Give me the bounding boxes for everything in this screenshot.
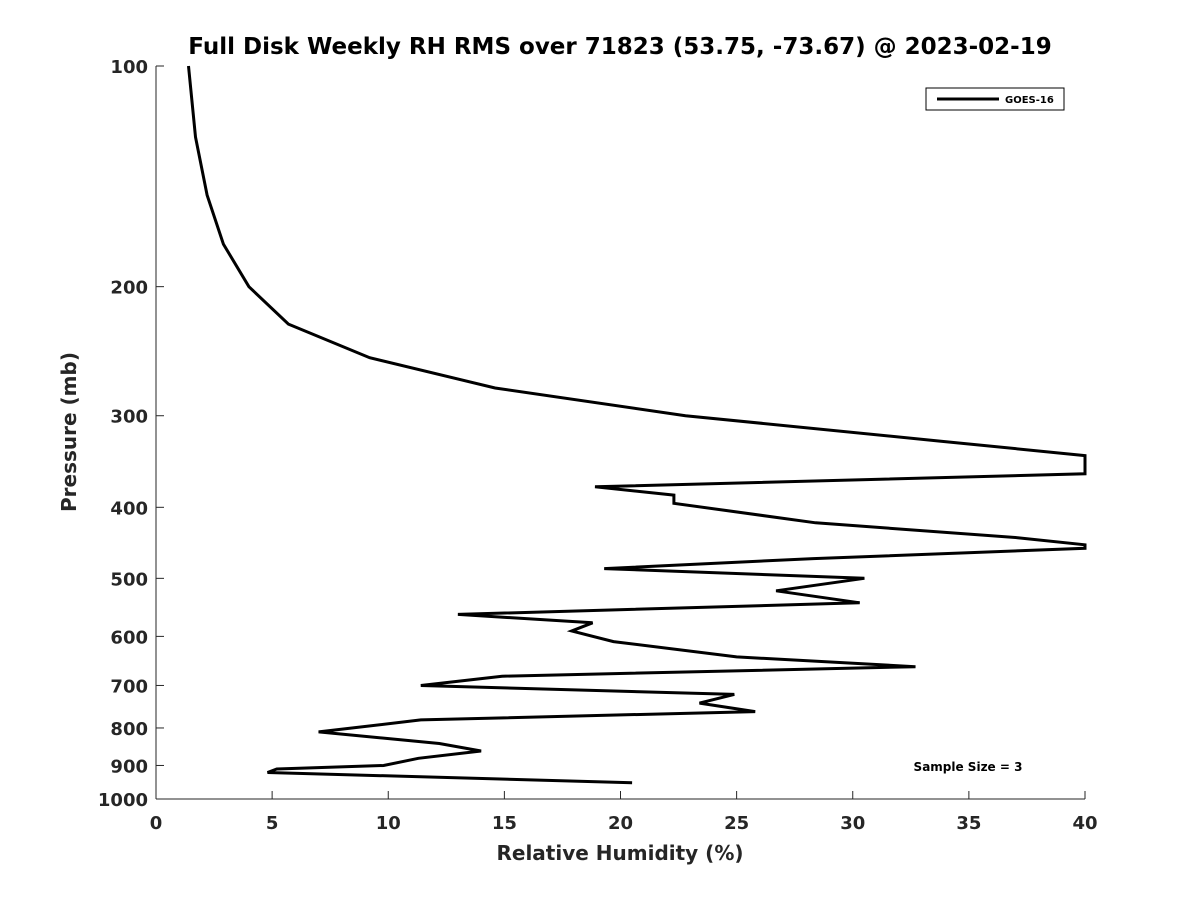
x-tick-label: 25 [724, 813, 749, 834]
x-tick-label: 0 [150, 813, 163, 834]
y-tick-label: 1000 [98, 790, 148, 811]
y-tick-label: 500 [110, 569, 148, 590]
x-tick-label: 15 [492, 813, 517, 834]
sample-size-annotation: Sample Size = 3 [914, 760, 1023, 774]
x-tick-label: 35 [956, 813, 981, 834]
y-tick-label: 600 [110, 627, 148, 648]
x-tick-label: 10 [376, 813, 401, 834]
x-axis: 0 5 10 15 20 25 30 35 40 [150, 791, 1098, 834]
series-line-goes-16 [187, 65, 1087, 785]
y-axis: 100 200 300 400 500 600 700 800 900 1000 [98, 57, 164, 811]
y-tick-label: 400 [110, 498, 148, 519]
y-tick-label: 100 [110, 57, 148, 78]
x-tick-label: 20 [608, 813, 633, 834]
x-tick-label: 40 [1072, 813, 1097, 834]
x-axis-label: Relative Humidity (%) [496, 841, 743, 865]
x-tick-label: 5 [266, 813, 279, 834]
legend-label-goes-16: GOES-16 [1005, 95, 1054, 106]
legend: GOES-16 [925, 87, 1065, 111]
y-tick-label: 300 [110, 407, 148, 428]
y-axis-label: Pressure (mb) [57, 352, 81, 512]
plot-area [187, 65, 1087, 785]
chart-title: Full Disk Weekly RH RMS over 71823 (53.7… [188, 34, 1051, 60]
y-tick-label: 700 [110, 676, 148, 697]
y-tick-label: 900 [110, 756, 148, 777]
y-tick-label: 800 [110, 719, 148, 740]
x-tick-label: 30 [840, 813, 865, 834]
y-tick-label: 200 [110, 278, 148, 299]
